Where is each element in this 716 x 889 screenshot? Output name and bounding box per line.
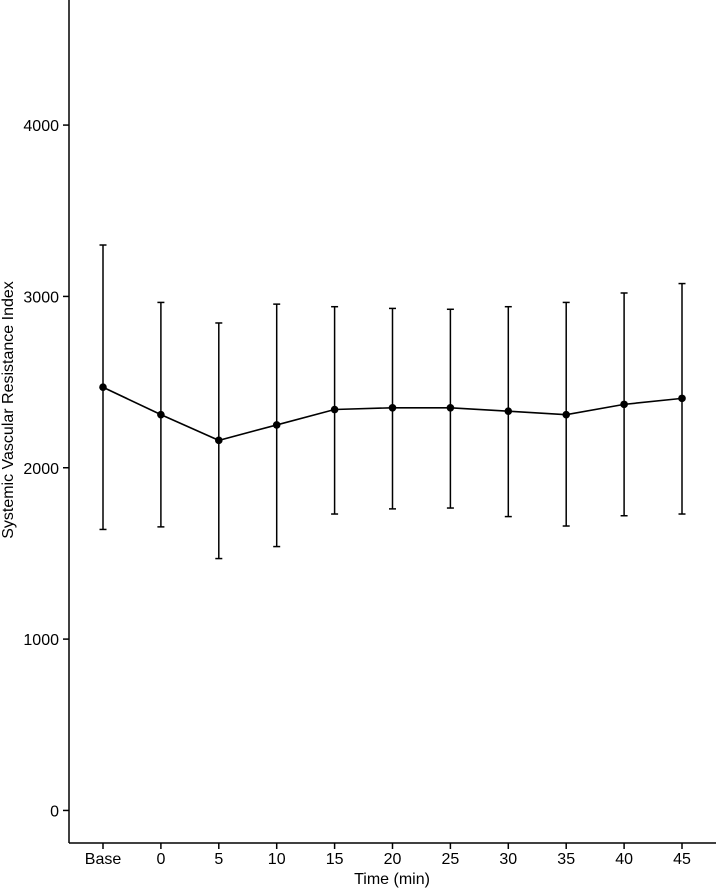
data-point — [562, 410, 570, 419]
data-point — [99, 383, 107, 392]
y-axis-title: Systemic Vascular Resistance Index — [0, 281, 17, 539]
data-point — [388, 403, 397, 412]
data-point — [215, 436, 223, 445]
x-axis-title: Time (min) — [354, 871, 430, 888]
error-bars — [99, 244, 686, 560]
y-ticks: 0 1000 2000 3000 4000 — [23, 118, 69, 820]
y-tick-label: 0 — [50, 803, 59, 820]
x-tick-label: 20 — [384, 851, 402, 868]
y-tick-label: 3000 — [23, 289, 59, 306]
x-tick-label: 10 — [268, 851, 286, 868]
x-tick-label: 0 — [156, 851, 165, 868]
y-tick-label: 1000 — [23, 632, 59, 649]
y-tick-label: 4000 — [23, 118, 59, 135]
data-point — [157, 410, 165, 419]
data-point — [272, 421, 281, 429]
x-tick-label: 15 — [326, 851, 344, 868]
data-point — [620, 400, 628, 409]
y-tick-label: 2000 — [23, 461, 59, 478]
data-points — [99, 383, 686, 445]
plot-area — [99, 244, 686, 560]
x-tick-label: 45 — [673, 851, 691, 868]
x-ticks: Base 0 5 10 15 20 25 30 35 40 45 — [85, 843, 691, 868]
x-tick-label: Base — [85, 851, 122, 868]
data-point — [330, 405, 339, 414]
x-tick-label: 25 — [442, 851, 460, 868]
axes: 0 1000 2000 3000 4000 Base 0 5 10 15 20 25 30 35 40 45 — [23, 0, 716, 868]
x-tick-label: 35 — [557, 851, 575, 868]
data-point — [446, 403, 455, 412]
data-point — [678, 394, 686, 403]
data-point — [504, 407, 513, 416]
x-tick-label: 5 — [214, 851, 223, 868]
x-tick-label: 30 — [499, 851, 517, 868]
x-tick-label: 40 — [615, 851, 633, 868]
